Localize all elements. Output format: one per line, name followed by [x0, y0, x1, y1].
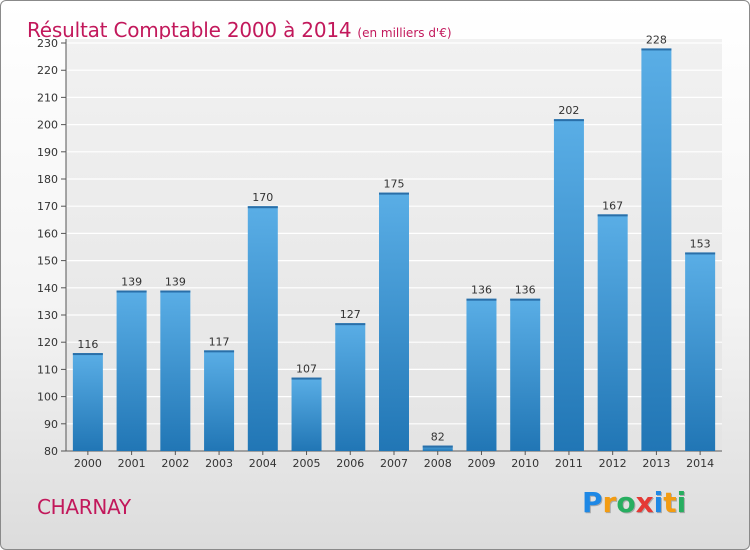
y-tick-label: 100 — [37, 391, 58, 404]
logo-letter: P — [582, 486, 603, 519]
x-tick-label: 2004 — [249, 457, 277, 470]
data-label: 136 — [471, 284, 492, 297]
y-tick-label: 180 — [37, 173, 58, 186]
y-tick-label: 230 — [37, 37, 58, 50]
x-tick-label: 2001 — [118, 457, 146, 470]
x-tick-label: 2006 — [336, 457, 364, 470]
x-tick-label: 2007 — [380, 457, 408, 470]
y-tick-label: 220 — [37, 64, 58, 77]
bar-top-edge — [335, 323, 366, 326]
logo-letter: o — [616, 486, 636, 519]
bar-top-edge — [379, 192, 409, 195]
bar — [160, 290, 191, 451]
bar — [116, 290, 147, 451]
data-label: 202 — [558, 104, 579, 117]
bar-top-edge — [160, 290, 191, 293]
y-tick-label: 90 — [44, 418, 58, 431]
bar — [335, 323, 366, 451]
bar-top-edge — [466, 298, 497, 301]
x-tick-label: 2000 — [74, 457, 102, 470]
data-label: 139 — [165, 276, 186, 289]
bar-top-edge — [72, 353, 103, 356]
bar-top-edge — [291, 377, 322, 380]
bar-top-edge — [116, 290, 147, 293]
bar — [510, 298, 541, 451]
bar — [204, 350, 235, 451]
bar — [291, 377, 322, 451]
proxiti-logo: Proxiti — [582, 486, 686, 519]
y-tick-label: 110 — [37, 363, 58, 376]
x-tick-label: 2005 — [293, 457, 321, 470]
bar — [597, 214, 628, 451]
bar-top-edge — [685, 252, 716, 255]
commune-name: CHARNAY — [37, 495, 131, 519]
y-tick-label: 210 — [37, 91, 58, 104]
data-label: 175 — [384, 178, 405, 191]
logo-letter: r — [602, 486, 617, 519]
logo-letter: i — [676, 486, 687, 519]
bar — [72, 353, 103, 451]
y-tick-label: 120 — [37, 336, 58, 349]
bar-top-edge — [641, 48, 672, 51]
bar — [422, 445, 453, 451]
data-label: 228 — [646, 33, 667, 46]
data-label: 127 — [340, 308, 361, 321]
y-tick-label: 140 — [37, 282, 58, 295]
x-tick-label: 2014 — [686, 457, 714, 470]
x-tick-label: 2008 — [424, 457, 452, 470]
logo-letter: t — [663, 486, 677, 519]
data-label: 116 — [77, 338, 98, 351]
logo-letter: i — [653, 486, 664, 519]
bar-top-edge — [204, 350, 235, 353]
data-label: 167 — [602, 199, 623, 212]
bar — [641, 48, 672, 451]
chart-title-main: Résultat Comptable 2000 à 2014 — [27, 18, 352, 42]
bar-top-edge — [510, 298, 541, 301]
bar — [685, 252, 716, 451]
data-label: 117 — [209, 335, 230, 348]
bar — [247, 206, 278, 451]
data-label: 170 — [252, 191, 273, 204]
y-tick-label: 150 — [37, 255, 58, 268]
x-tick-label: 2009 — [467, 457, 495, 470]
chart-subtitle: (en milliers d'€) — [357, 26, 452, 40]
data-label: 82 — [431, 431, 445, 444]
x-tick-label: 2002 — [161, 457, 189, 470]
data-label: 107 — [296, 363, 317, 376]
x-tick-label: 2011 — [555, 457, 583, 470]
y-tick-label: 200 — [37, 119, 58, 132]
data-label: 136 — [515, 284, 536, 297]
x-tick-label: 2010 — [511, 457, 539, 470]
y-tick-label: 80 — [44, 445, 58, 458]
data-label: 153 — [690, 237, 711, 250]
chart-title: Résultat Comptable 2000 à 2014 (en millie… — [27, 7, 452, 45]
bar — [466, 298, 497, 451]
y-tick-label: 190 — [37, 146, 58, 159]
bar-top-edge — [422, 445, 453, 448]
bar-top-edge — [553, 119, 584, 122]
data-label: 139 — [121, 276, 142, 289]
x-tick-label: 2012 — [599, 457, 627, 470]
bar — [379, 192, 409, 451]
bar-top-edge — [247, 206, 278, 209]
bar — [553, 119, 584, 451]
y-tick-label: 130 — [37, 309, 58, 322]
x-tick-label: 2013 — [642, 457, 670, 470]
y-tick-label: 160 — [37, 227, 58, 240]
x-tick-label: 2003 — [205, 457, 233, 470]
bar-top-edge — [597, 214, 628, 217]
y-tick-label: 170 — [37, 200, 58, 213]
logo-letter: x — [635, 486, 654, 519]
